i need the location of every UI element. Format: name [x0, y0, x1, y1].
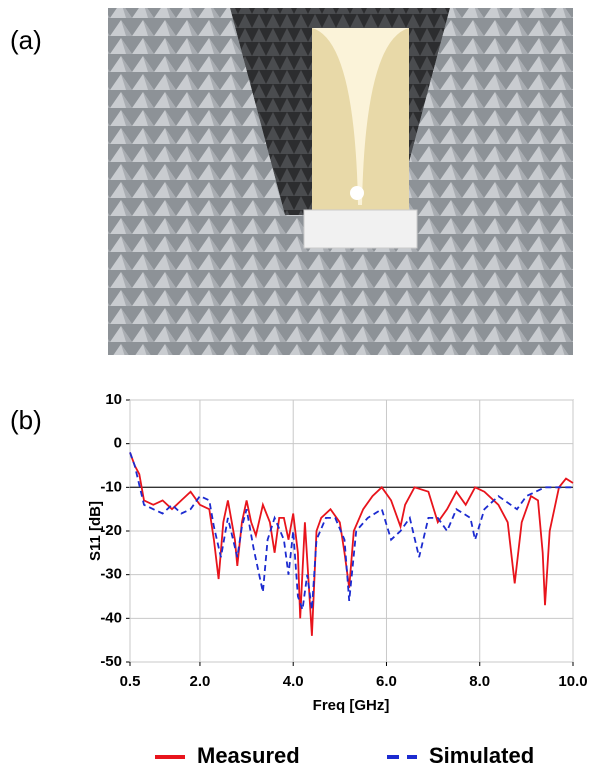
x-tick-label: 4.0: [283, 673, 304, 690]
x-tick-label: 2.0: [190, 673, 211, 690]
legend-label: Simulated: [429, 743, 534, 768]
y-tick-label: -50: [100, 653, 122, 670]
data-line: [129, 452, 573, 610]
y-tick-label: -40: [100, 609, 122, 626]
y-tick-label: -20: [100, 522, 122, 539]
panel-label: (b): [10, 405, 42, 435]
x-tick-label: 6.0: [376, 673, 397, 690]
x-tick-label: 8.0: [469, 673, 490, 690]
x-tick-label: 10.0: [558, 673, 587, 690]
panel-label: (a): [10, 25, 42, 55]
legend-label: Measured: [197, 743, 300, 768]
x-axis-label: Freq [GHz]: [313, 697, 390, 714]
legend: Measured Simulated: [155, 743, 534, 768]
y-tick-label: 10: [105, 391, 122, 408]
photo: [108, 8, 573, 355]
y-tick-label: 0: [114, 435, 122, 452]
y-tick-label: -30: [100, 566, 122, 583]
x-tick-label: 0.5: [120, 673, 141, 690]
y-tick-label: -10: [100, 478, 122, 495]
y-axis-label: S11 [dB]: [87, 501, 104, 561]
